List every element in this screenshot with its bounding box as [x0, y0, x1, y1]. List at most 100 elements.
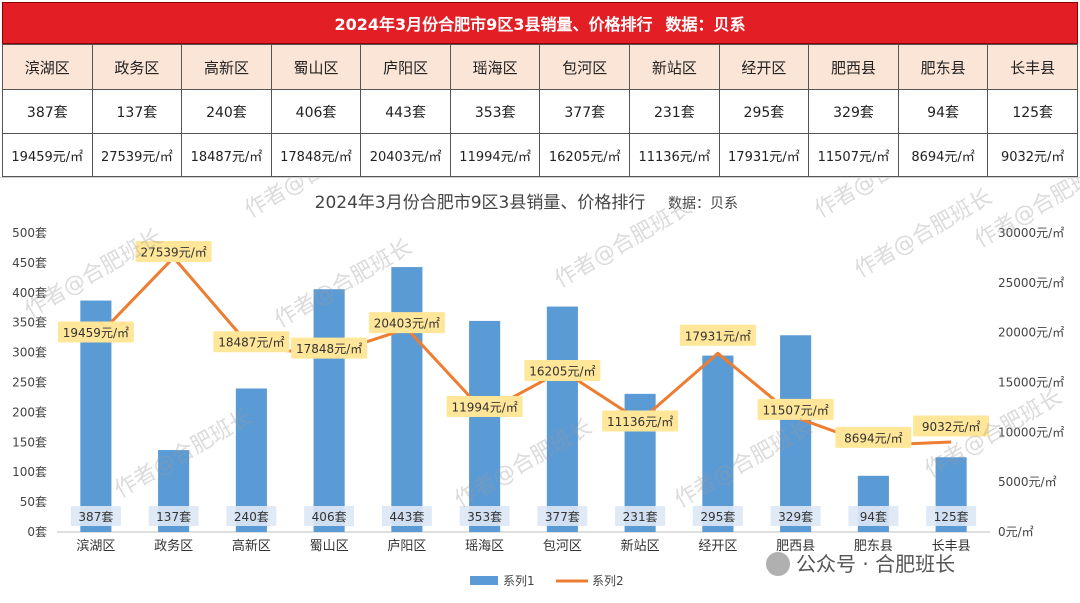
sales-label-bg: [148, 506, 199, 526]
sales-data-label: 94套: [860, 510, 887, 524]
table-cell-price: 27539元/㎡: [91, 133, 183, 177]
table-cell-sales: 406套: [270, 89, 362, 134]
y-left-tick-label: 150套: [12, 435, 47, 449]
table-cell-district: 经开区: [718, 44, 810, 90]
price-label-bg: [757, 398, 834, 420]
price-data-label: 19459元/㎡: [63, 326, 129, 340]
price-data-label: 11507元/㎡: [763, 403, 829, 417]
table-cell-price: 11994元/㎡: [449, 133, 541, 177]
price-label-bg: [368, 312, 445, 334]
sales-label-bg: [70, 506, 121, 526]
chart-title: 2024年3月份合肥市9区3县销量、价格排行: [315, 193, 646, 213]
legend-bar-swatch: [470, 576, 498, 585]
price-label-bg: [679, 324, 756, 346]
table-cell-district: 包河区: [539, 44, 631, 90]
y-right-tick-label: 15000元/㎡: [998, 376, 1064, 390]
chart-subtitle: 数据：贝系: [668, 196, 738, 212]
table-cell-district: 庐阳区: [360, 44, 451, 90]
table-cell-sales: 240套: [181, 89, 272, 134]
table-cell-sales: 377套: [539, 89, 631, 134]
table-cell-district: 滨湖区: [2, 44, 93, 90]
sales-label-bg: [226, 506, 277, 526]
wechat-icon: [766, 552, 790, 576]
table-cell-district: 长丰县: [987, 44, 1078, 90]
y-left-tick-label: 500套: [12, 226, 47, 240]
bar: [469, 320, 501, 532]
x-tick-label: 包河区: [543, 539, 582, 554]
x-tick-label: 蜀山区: [310, 539, 349, 554]
watermark-text: 作者@合肥班长: [971, 178, 1080, 253]
price-label-bg: [291, 337, 368, 359]
x-tick-label: 长丰县: [932, 539, 971, 554]
sales-data-label: 443套: [389, 510, 424, 524]
x-tick-label: 肥东县: [854, 539, 893, 554]
x-tick-label: 政务区: [154, 538, 193, 554]
y-left-tick-label: 200套: [12, 405, 47, 419]
y-left-tick-label: 400套: [12, 286, 47, 300]
sales-label-bg: [848, 506, 899, 526]
sales-price-table: 滨湖区 政务区 高新区 蜀山区 庐阳区 瑶海区 包河区 新站区 经开区 肥西县 肥东县 长丰县 387…: [2, 44, 1078, 177]
y-left-tick-label: 300套: [12, 346, 47, 360]
price-label-bg: [835, 426, 912, 448]
table-cell-district: 蜀山区: [270, 44, 362, 90]
table-cell-sales: 387套: [2, 89, 93, 134]
y-left-tick-label: 250套: [12, 376, 47, 390]
combo-chart: 2024年3月份合肥市9区3县销量、价格排行 数据：贝系 0套 50套 100套 150套…: [12, 178, 1080, 588]
price-label-bg: [446, 395, 523, 417]
y-right-tick-label: 0元/㎡: [998, 525, 1034, 539]
table-cell-price: 20403元/㎡: [360, 133, 451, 177]
table-cell-sales: 231套: [629, 89, 720, 134]
table-cell-sales: 94套: [897, 89, 989, 134]
sales-label-bg: [926, 506, 977, 526]
x-tick-label: 新站区: [621, 538, 660, 554]
price-data-label: 17931元/㎡: [685, 329, 751, 343]
sales-label-bg: [381, 506, 432, 526]
y-right-tick-label: 30000元/㎡: [998, 226, 1064, 240]
price-data-label: 9032元/㎡: [922, 420, 981, 434]
price-data-label: 18487元/㎡: [218, 336, 284, 350]
y-left-tick-label: 50套: [20, 495, 47, 509]
data-table-section: 2024年3月份合肥市9区3县销量、价格排行 数据：贝系 滨湖区 政务区 高新区 蜀山…: [0, 0, 1080, 177]
table-cell-district: 肥东县: [897, 44, 989, 90]
price-row: 19459元/㎡ 27539元/㎡ 18487元/㎡ 17848元/㎡ 20403元/㎡…: [2, 133, 1078, 177]
price-label-bg: [57, 321, 134, 343]
y-right-tick-label: 10000元/㎡: [998, 425, 1064, 439]
price-label-bg: [135, 241, 212, 263]
price-label-bg: [913, 415, 990, 437]
price-data-label: 8694元/㎡: [844, 431, 903, 445]
district-row: 滨湖区 政务区 高新区 蜀山区 庐阳区 瑶海区 包河区 新站区 经开区 肥西县 肥东县 长丰县: [2, 44, 1078, 90]
sales-data-label: 329套: [778, 510, 813, 524]
chart-section: 2024年3月份合肥市9区3县销量、价格排行 数据：贝系 0套 50套 100套 150套…: [0, 177, 1080, 603]
price-data-label: 27539元/㎡: [141, 246, 207, 260]
bar: [546, 306, 578, 532]
sales-data-label: 295套: [700, 510, 735, 524]
price-data-label: 20403元/㎡: [374, 317, 440, 331]
sales-data-label: 406套: [312, 510, 347, 524]
table-cell-price: 11507元/㎡: [808, 133, 899, 177]
x-tick-label: 高新区: [232, 538, 271, 554]
x-tick-label: 瑶海区: [465, 539, 504, 554]
sales-data-label: 377套: [545, 510, 580, 524]
table-cell-sales: 137套: [91, 89, 183, 134]
y-left-tick-label: 350套: [12, 316, 47, 330]
sales-label-bg: [537, 506, 588, 526]
price-data-label: 17848元/㎡: [296, 342, 362, 356]
table-cell-price: 17848元/㎡: [270, 133, 362, 177]
price-data-label: 11136元/㎡: [607, 415, 673, 429]
x-tick-label: 经开区: [698, 539, 737, 554]
sales-data-label: 240套: [234, 510, 269, 524]
x-tick-label: 庐阳区: [387, 539, 426, 554]
x-tick-label: 肥西县: [776, 539, 815, 554]
legend-line-label: 系列2: [592, 574, 624, 588]
table-cell-sales: 353套: [449, 89, 541, 134]
sales-label-bg: [459, 506, 510, 526]
price-data-label: 16205元/㎡: [529, 364, 595, 378]
sales-data-label: 387套: [78, 510, 113, 524]
bar: [780, 335, 812, 532]
table-cell-price: 16205元/㎡: [539, 133, 631, 177]
table-cell-price: 19459元/㎡: [2, 133, 93, 177]
y-right-tick-label: 20000元/㎡: [998, 326, 1064, 340]
table-cell-district: 瑶海区: [449, 44, 541, 90]
sales-data-label: 137套: [156, 510, 191, 524]
y-left-tick-label: 100套: [12, 465, 47, 479]
